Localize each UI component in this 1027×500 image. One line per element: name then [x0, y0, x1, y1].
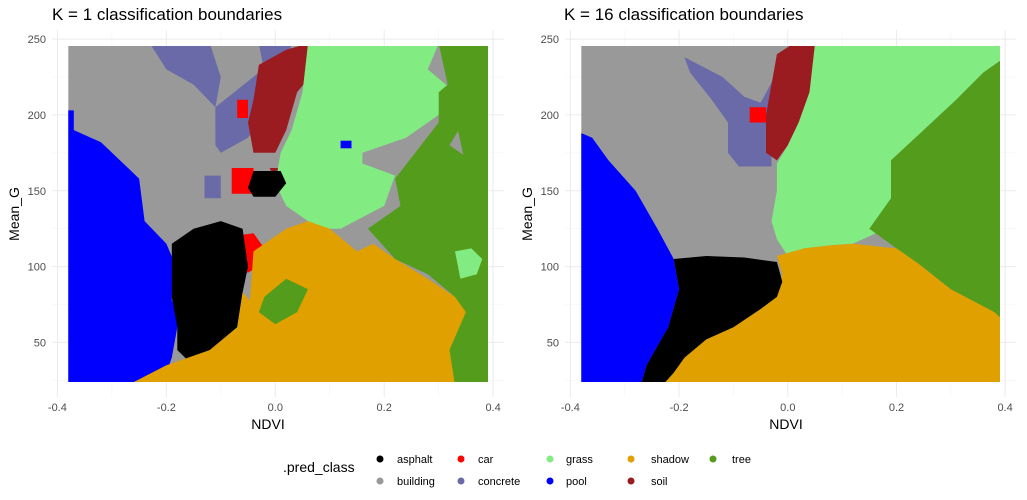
x-tick-labels: -0.4 -0.2 0.0 0.2 0.4: [48, 402, 501, 414]
region-asphalt: [248, 171, 287, 197]
y-tick-label: 200: [28, 110, 46, 122]
legend-label: soil: [651, 476, 668, 488]
x-tick-label: 0.2: [889, 402, 904, 414]
y-tick-label: 150: [541, 186, 559, 198]
legend-label: car: [478, 454, 494, 466]
region-grass: [771, 46, 1000, 256]
legend-label: building: [397, 476, 435, 488]
legend-swatch: [376, 455, 384, 463]
legend-title: .pred_class: [283, 459, 355, 475]
legend-label: pool: [566, 476, 587, 488]
region-car: [231, 168, 254, 194]
region-soil: [248, 46, 319, 153]
y-axis-label: Mean_G: [519, 187, 535, 241]
panel-k16: K = 16 classification boundaries -0.4 -0…: [519, 5, 1016, 432]
legend-swatch: [709, 455, 717, 463]
y-tick-label: 100: [541, 262, 559, 274]
legend-label: shadow: [651, 454, 689, 466]
legend-label: grass: [566, 454, 593, 466]
region-tree: [258, 278, 308, 325]
legend-item-pool: pool: [546, 476, 587, 488]
x-tick-label: 0.0: [268, 402, 283, 414]
region-tree: [367, 46, 488, 382]
panel-title: K = 1 classification boundaries: [52, 5, 282, 24]
y-tick-labels: 50 100 150 200 250: [28, 34, 46, 349]
x-tick-labels: -0.4 -0.2 0.0 0.2 0.4: [561, 402, 1013, 414]
region-shadow: [665, 243, 1000, 382]
x-tick-label: 0.2: [377, 402, 392, 414]
y-tick-label: 150: [28, 186, 46, 198]
legend-label: tree: [732, 454, 751, 466]
legend-swatch: [627, 477, 635, 485]
legend-swatch: [627, 455, 635, 463]
region-concrete: [151, 46, 221, 108]
panel-k1: K = 1 classification boundaries -0.4 -0.…: [6, 5, 504, 432]
x-axis-label: NDVI: [769, 416, 802, 432]
region-tree: [869, 60, 1000, 318]
x-tick-label: 0.4: [997, 402, 1012, 414]
legend-swatch: [457, 477, 465, 485]
legend-item-concrete: concrete: [457, 476, 520, 488]
y-tick-label: 200: [541, 110, 559, 122]
region-asphalt: [641, 256, 783, 382]
plot-regions: [581, 46, 1000, 382]
x-tick-label: 0.4: [485, 402, 500, 414]
x-axis-label: NDVI: [251, 416, 284, 432]
region-grass: [455, 248, 483, 279]
y-tick-label: 50: [547, 337, 559, 349]
legend-swatch: [457, 455, 465, 463]
legend-label: concrete: [478, 476, 520, 488]
legend-item-soil: soil: [627, 476, 668, 488]
region-concrete: [684, 57, 777, 167]
region-asphalt: [171, 221, 248, 361]
region-grass: [275, 46, 450, 229]
region-pool: [68, 110, 178, 382]
legend-swatch: [546, 477, 554, 485]
legend-item-asphalt: asphalt: [376, 454, 432, 466]
plot-regions: [68, 46, 488, 382]
y-tick-label: 250: [28, 34, 46, 46]
region-pool: [340, 140, 352, 149]
legend-item-building: building: [376, 476, 435, 488]
y-tick-labels: 50 100 150 200 250: [541, 34, 559, 349]
legend-label: asphalt: [397, 454, 432, 466]
region-concrete: [204, 175, 221, 199]
x-tick-label: -0.4: [561, 402, 580, 414]
x-tick-label: -0.4: [48, 402, 67, 414]
y-tick-label: 250: [541, 34, 559, 46]
legend-item-tree: tree: [709, 454, 751, 466]
y-tick-label: 50: [34, 337, 46, 349]
legend-item-grass: grass: [546, 454, 593, 466]
legend: .pred_class asphalt building car concret…: [283, 454, 751, 488]
x-tick-label: -0.2: [157, 402, 176, 414]
region-pool: [581, 133, 680, 382]
region-car: [237, 99, 248, 118]
region-car: [749, 107, 766, 123]
legend-swatch: [546, 455, 554, 463]
y-axis-label: Mean_G: [6, 187, 22, 241]
legend-item-car: car: [457, 454, 494, 466]
legend-swatch: [376, 477, 384, 485]
region-soil: [766, 46, 815, 161]
x-tick-label: -0.2: [670, 402, 689, 414]
legend-item-shadow: shadow: [627, 454, 689, 466]
y-tick-label: 100: [28, 262, 46, 274]
panel-title: K = 16 classification boundaries: [564, 5, 804, 24]
x-tick-label: 0.0: [780, 402, 795, 414]
